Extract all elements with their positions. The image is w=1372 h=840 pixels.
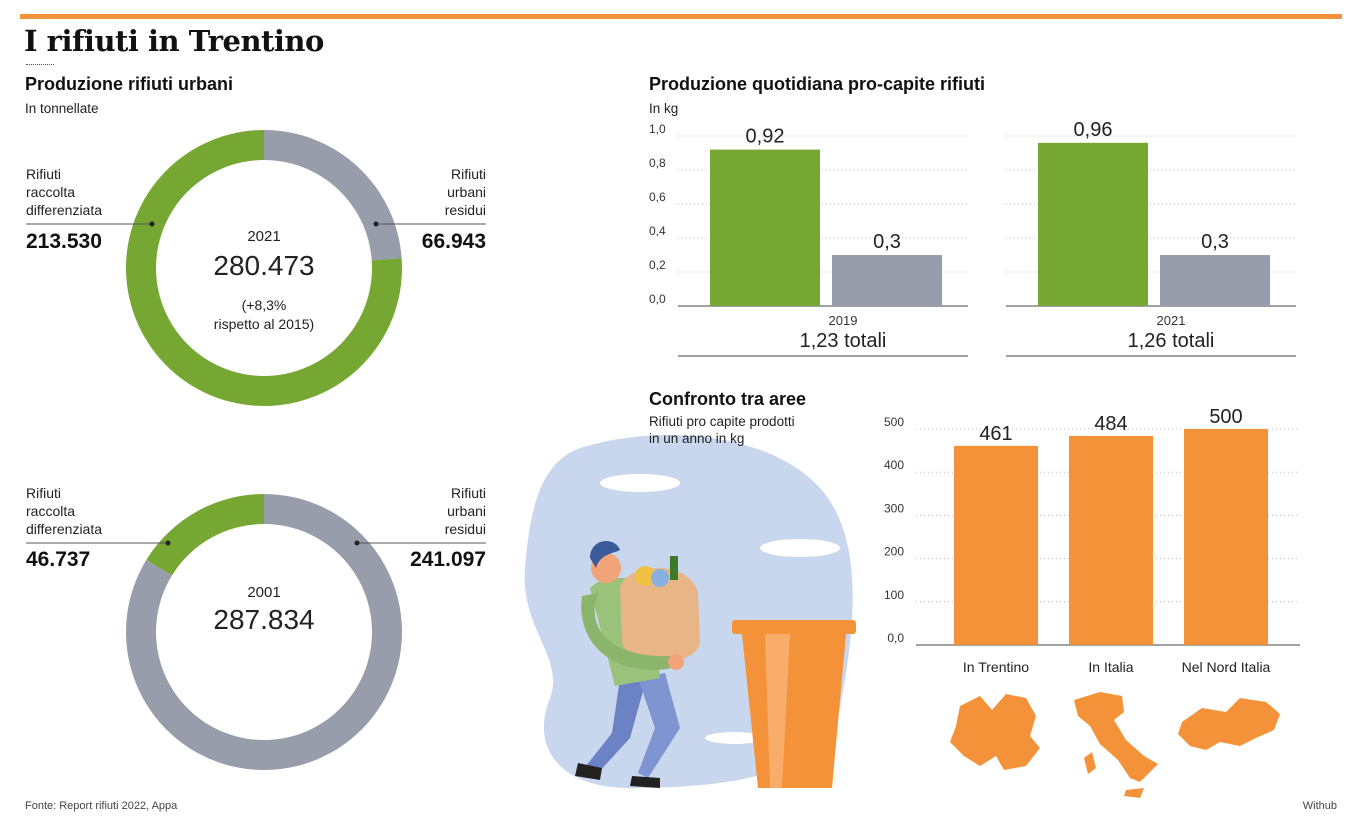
donut-2021-total: 280.473 [213, 250, 315, 281]
bar-value-label: 461 [979, 423, 1012, 445]
bar [1184, 429, 1268, 645]
bar [954, 445, 1038, 645]
trentino-map-icon [950, 694, 1040, 770]
bar-value-label: 0,3 [873, 231, 901, 253]
bar [710, 149, 820, 306]
y-tick-label: 0,0 [887, 631, 904, 645]
bar [1038, 142, 1148, 306]
donut-2021 [126, 130, 402, 407]
donut-2001-right-label: Rifiuti urbani residui [444, 485, 486, 537]
donut-2001 [125, 494, 402, 771]
y-tick-label: 300 [884, 501, 904, 515]
bar [1069, 435, 1153, 645]
donut-2021-note: (+8,3% rispetto al 2015) [213, 297, 315, 332]
donut-2001-year: 2001 [247, 584, 281, 601]
leader-dot [354, 540, 360, 546]
bar-value-label: 0,92 [746, 126, 785, 148]
donut-2001-right-value: 241.097 [410, 548, 486, 571]
leader-dot [149, 221, 155, 227]
donut-2021-right-value: 66.943 [421, 230, 486, 253]
percapita-bar-chart: 0,0 0,2 0,4 0,6 0,8 1,0 0,92 0,3 2019 1,23 totali… [649, 119, 1296, 357]
donuts-svg [26, 130, 486, 771]
north-italy-map-icon [1178, 698, 1280, 750]
y-tick-label: 0,2 [649, 258, 666, 272]
bar-value-label: 0,3 [1201, 231, 1229, 253]
group-total-label: 1,23 totali [800, 330, 887, 352]
title-divider [26, 64, 54, 65]
donut-2001-left-value: 46.737 [26, 548, 91, 571]
y-tick-label: 200 [884, 545, 904, 559]
y-tick-label: 0,4 [649, 224, 666, 238]
person-carrying-recycling-bag-illustration [524, 435, 856, 788]
x-category-label: 2019 [829, 313, 858, 328]
donut-2021-left-label: Rifiuti raccolta differenziata [26, 166, 103, 218]
areas-chart-subtitle: Rifiuti pro capite prodotti in un anno i… [649, 414, 795, 446]
bar-value-label: 484 [1094, 413, 1127, 435]
donut-slice [264, 130, 402, 261]
donut-section-title: Produzione rifiuti urbani [25, 74, 233, 94]
x-category-label: 2021 [1157, 313, 1186, 328]
percapita-chart-title: Produzione quotidiana pro-capite rifiuti [649, 74, 985, 94]
areas-chart-title: Confronto tra aree [649, 389, 807, 409]
donut-2001-total: 287.834 [213, 604, 315, 635]
donut-slice [146, 494, 264, 576]
percapita-chart-ylabel: In kg [649, 101, 679, 116]
bar-value-label: 0,96 [1074, 119, 1113, 141]
page-title: I rifiuti in Trentino [24, 24, 324, 58]
donut-2021-right-label: Rifiuti urbani residui [444, 166, 486, 218]
source-note: Fonte: Report rifiuti 2022, Appa [25, 800, 178, 812]
top-accent-bar [20, 14, 1342, 19]
x-category-label: Nel Nord Italia [1182, 659, 1271, 675]
donut-2021-left-value: 213.530 [26, 230, 102, 253]
bar [832, 255, 942, 306]
areas-bar-chart: 0,0 100 200 300 400 500 461 In Trentino 484 In It… [884, 406, 1300, 675]
credit-note: Withub [1302, 800, 1337, 812]
x-category-label: In Trentino [963, 659, 1029, 675]
italy-map-icon [1074, 692, 1158, 798]
bar-value-label: 500 [1209, 406, 1242, 428]
y-tick-label: 0,0 [649, 292, 666, 306]
group-total-label: 1,26 totali [1128, 330, 1215, 352]
y-tick-label: 1,0 [649, 122, 666, 136]
donut-2001-left-label: Rifiuti raccolta differenziata [26, 485, 103, 537]
donut-section-subtitle: In tonnellate [25, 101, 99, 116]
leader-dot [165, 540, 171, 546]
y-tick-label: 0,8 [649, 156, 666, 170]
maps-row [950, 692, 1280, 798]
donut-2021-year: 2021 [247, 228, 281, 245]
x-category-label: In Italia [1088, 659, 1133, 675]
bar [1160, 255, 1270, 306]
y-tick-label: 400 [884, 458, 904, 472]
y-tick-label: 0,6 [649, 190, 666, 204]
y-tick-label: 100 [884, 588, 904, 602]
leader-dot [373, 221, 379, 227]
y-tick-label: 500 [884, 415, 904, 429]
